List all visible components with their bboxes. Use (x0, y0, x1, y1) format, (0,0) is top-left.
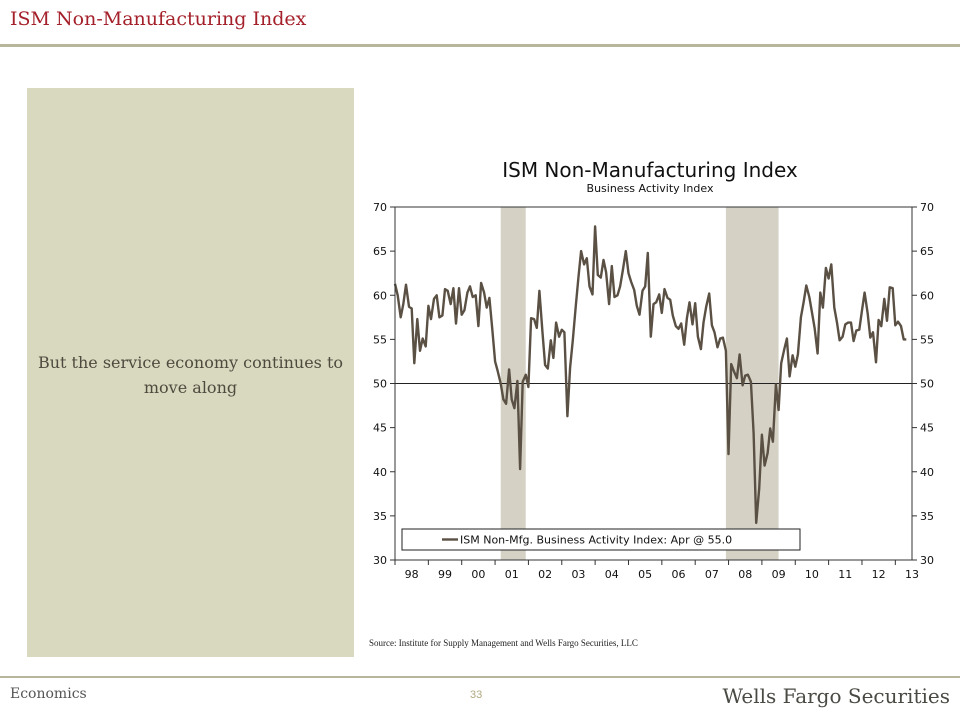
x-tick-label: 02 (538, 568, 552, 581)
y-tick-label-right: 50 (920, 378, 934, 391)
y-tick-label-left: 45 (373, 422, 387, 435)
x-tick-label: 11 (838, 568, 852, 581)
x-tick-label: 01 (505, 568, 519, 581)
slide-title: ISM Non-Manufacturing Index (10, 8, 307, 30)
x-tick-label: 03 (571, 568, 585, 581)
y-tick-label-left: 40 (373, 466, 387, 479)
y-tick-label-right: 40 (920, 466, 934, 479)
x-tick-label: 09 (772, 568, 786, 581)
y-tick-label-left: 35 (373, 510, 387, 523)
x-tick-label: 12 (872, 568, 886, 581)
x-tick-label: 98 (405, 568, 419, 581)
chart-subtitle: Business Activity Index (587, 182, 714, 195)
x-tick-label: 08 (738, 568, 752, 581)
x-tick-label: 13 (905, 568, 919, 581)
x-tick-label: 06 (672, 568, 686, 581)
y-tick-label-left: 30 (373, 554, 387, 567)
x-tick-label: 05 (638, 568, 652, 581)
x-tick-label: 00 (471, 568, 485, 581)
x-tick-label: 10 (805, 568, 819, 581)
x-tick-label: 07 (705, 568, 719, 581)
y-tick-label-left: 70 (373, 201, 387, 214)
ism-line-chart: ISM Non-Manufacturing Index Business Act… (373, 158, 934, 581)
legend-label: ISM Non-Mfg. Business Activity Index: Ap… (460, 534, 732, 547)
y-tick-label-right: 55 (920, 333, 934, 346)
source-note: Source: Institute for Supply Management … (369, 638, 638, 648)
y-tick-label-left: 50 (373, 378, 387, 391)
y-tick-label-right: 60 (920, 289, 934, 302)
legend: ISM Non-Mfg. Business Activity Index: Ap… (401, 528, 801, 551)
chart-title: ISM Non-Manufacturing Index (502, 158, 798, 182)
footer-divider (0, 676, 960, 678)
x-tick-label: 04 (605, 568, 619, 581)
side-panel-text: But the service economy continues to mov… (37, 353, 344, 397)
brand-logo: Wells Fargo Securities (722, 684, 951, 708)
y-tick-label-right: 35 (920, 510, 934, 523)
title-divider (0, 44, 960, 47)
side-panel: But the service economy continues to mov… (27, 88, 354, 657)
y-tick-label-left: 65 (373, 245, 387, 258)
series-line (393, 225, 907, 525)
y-tick-label-right: 30 (920, 554, 934, 567)
y-tick-label-right: 70 (920, 201, 934, 214)
y-tick-label-right: 65 (920, 245, 934, 258)
footer-section-label: Economics (10, 686, 87, 702)
legend-box (401, 528, 801, 551)
y-tick-label-right: 45 (920, 422, 934, 435)
y-tick-label-left: 60 (373, 289, 387, 302)
x-tick-label: 99 (438, 568, 452, 581)
page-number: 33 (470, 689, 483, 701)
y-tick-label-left: 55 (373, 333, 387, 346)
